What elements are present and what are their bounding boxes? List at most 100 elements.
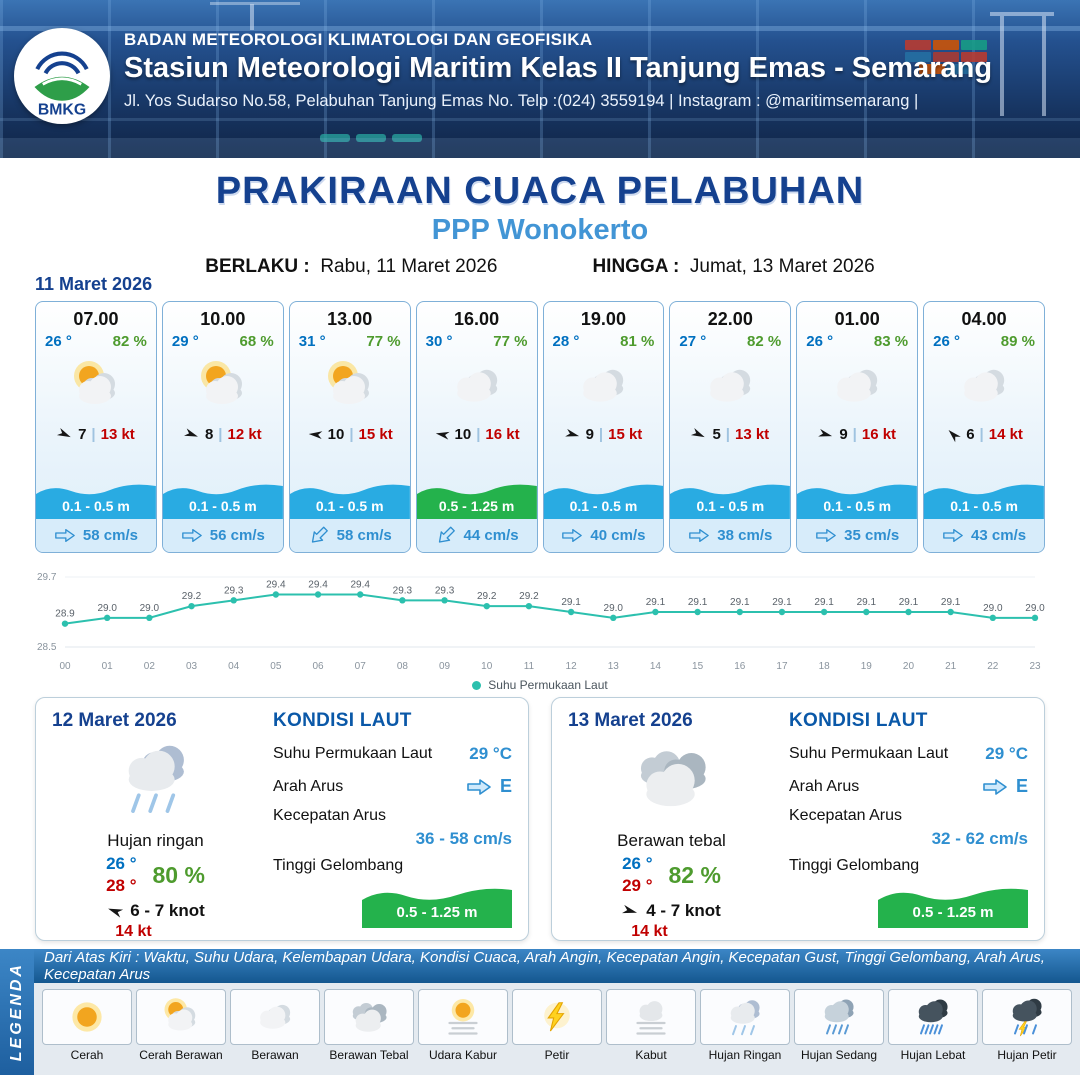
legend-item-label: Berawan Tebal <box>329 1048 409 1062</box>
card-wind: 10 | 15 kt <box>290 422 410 446</box>
station-address: Jl. Yos Sudarso No.58, Pelabuhan Tanjung… <box>124 92 919 110</box>
wind-speed: 10 <box>454 425 472 443</box>
wave-height-band: 0.5 - 1.25 m <box>362 882 512 928</box>
current-speed-value: 36 - 58 cm/s <box>415 829 512 848</box>
svg-text:16: 16 <box>734 661 746 672</box>
svg-text:28.9: 28.9 <box>55 609 75 620</box>
legend-item-label: Petir <box>544 1048 570 1062</box>
sea-conditions-title: KONDISI LAUT <box>273 710 412 731</box>
card-humidity: 68 % <box>239 333 274 350</box>
card-weather-icon <box>924 350 1044 422</box>
svg-text:29.1: 29.1 <box>730 597 750 608</box>
card-time: 22.00 <box>707 309 753 329</box>
hujan-sedang-icon <box>824 999 854 1035</box>
card-wind: 10 | 16 kt <box>417 422 537 446</box>
svg-text:29.2: 29.2 <box>519 591 539 602</box>
wave-height-band: 0.1 - 0.5 m <box>543 479 664 519</box>
wave-height-value: 0.5 - 1.25 m <box>912 904 994 921</box>
card-temperature: 27 ° <box>679 333 707 350</box>
current-direction-icon <box>561 528 583 543</box>
current-speed: 40 cm/s <box>590 527 646 544</box>
wind-gust: 15 kt <box>608 425 643 443</box>
svg-text:29.3: 29.3 <box>435 585 455 596</box>
daily-forecast-card: 13 Maret 2026 Berawan tebal 26 ° 29 ° 82… <box>551 697 1045 941</box>
legend-item-label: Hujan Sedang <box>800 1048 878 1062</box>
daily-temp-min: 26 ° <box>622 854 653 873</box>
wind-separator: | <box>725 425 730 443</box>
svg-text:29.0: 29.0 <box>983 603 1003 614</box>
page-title: PRAKIRAAN CUACA PELABUHAN <box>215 170 865 212</box>
legend-side-label: LEGENDA <box>8 962 25 1062</box>
svg-text:06: 06 <box>312 661 324 672</box>
svg-text:11: 11 <box>524 661 535 672</box>
harbor-illustration <box>0 0 1080 158</box>
svg-text:29.1: 29.1 <box>688 597 708 608</box>
berawan-tebal-icon <box>640 751 706 807</box>
hourly-forecast-section: 11 Maret 2026 07.00 26 ° 82 % 7 | 13 kt 0.1 - … <box>0 274 1080 553</box>
card-weather-icon <box>290 350 410 422</box>
card-wind: 6 | 14 kt <box>924 422 1044 446</box>
forecast-card-01.00: 01.00 26 ° 83 % 9 | 16 kt 0.1 - 0.5 m 35 cm/s <box>796 301 919 553</box>
port-name: PPP Wonokerto <box>431 214 649 246</box>
current-speed-label: Kecepatan Arus <box>273 807 386 824</box>
card-time: 19.00 <box>580 309 626 329</box>
chart-legend-label: Suhu Permukaan Laut <box>488 678 608 692</box>
wind-direction-icon <box>55 426 74 443</box>
card-temperature: 30 ° <box>425 333 453 350</box>
current-direction-icon <box>942 528 964 543</box>
current-direction-icon <box>306 522 332 548</box>
current-speed: 43 cm/s <box>971 527 1027 544</box>
current-direction-icon <box>815 528 837 543</box>
cerah-berawan-icon <box>73 361 115 404</box>
forecast-card-19.00: 19.00 28 ° 81 % 9 | 15 kt 0.1 - 0.5 m 40 cm/s <box>542 301 665 553</box>
legend-item-label: Udara Kabur <box>428 1048 498 1062</box>
legend-icon-box <box>418 989 508 1045</box>
wind-gust: 12 kt <box>227 425 262 443</box>
svg-text:08: 08 <box>397 661 409 672</box>
card-wind: 9 | 16 kt <box>797 422 917 446</box>
wind-speed: 5 <box>712 425 721 443</box>
svg-text:29.0: 29.0 <box>140 603 160 614</box>
current-speed: 56 cm/s <box>209 527 265 544</box>
current-speed: 44 cm/s <box>463 527 519 544</box>
agency-name: BADAN METEOROLOGI KLIMATOLOGI DAN GEOFIS… <box>124 30 593 49</box>
wave-height-value: 0.5 - 1.25 m <box>438 498 515 514</box>
card-weather-icon <box>36 350 156 422</box>
svg-text:29.7: 29.7 <box>37 572 57 583</box>
card-wind: 5 | 13 kt <box>670 422 790 446</box>
sst-chart-section: 29.7 28.5 28.9 00 29.0 01 29.0 02 29.2 03 29.3 04 29… <box>0 553 1080 692</box>
berawan-icon <box>710 369 751 402</box>
wind-speed: 10 <box>327 425 345 443</box>
card-current: 43 cm/s <box>924 519 1044 552</box>
legend-note: Dari Atas Kiri : Waktu, Suhu Udara, Kele… <box>34 949 1080 983</box>
berawan-icon <box>260 1004 291 1029</box>
current-direction-label: Arah Arus <box>273 777 344 795</box>
card-temperature: 26 ° <box>45 333 72 350</box>
wind-speed: 6 <box>966 425 975 443</box>
valid-to-value: Jumat, 13 Maret 2026 <box>689 256 875 277</box>
wave-height-band: 0.5 - 1.25 m <box>416 479 537 519</box>
sst-label: Suhu Permukaan Laut <box>789 745 949 762</box>
title-block: PRAKIRAAN CUACA PELABUHAN PPP Wonokerto … <box>0 158 1080 277</box>
svg-text:10: 10 <box>481 661 493 672</box>
daily-forecast-card: 12 Maret 2026 Hujan ringan 26 ° 28 ° 80 … <box>35 697 529 941</box>
cerah-berawan-icon <box>200 361 242 404</box>
valid-from-label: BERLAKU : <box>205 256 310 277</box>
validity-row: BERLAKU : Rabu, 11 Maret 2026 HINGGA : J… <box>0 256 1080 278</box>
current-direction-icon <box>432 522 458 548</box>
wind-gust: 13 kt <box>734 425 770 443</box>
wind-speed: 9 <box>585 425 594 443</box>
legend-item-label: Hujan Lebat <box>900 1048 966 1062</box>
card-time: 04.00 <box>961 309 1007 329</box>
wave-height-band: 0.1 - 0.5 m <box>162 479 283 519</box>
current-speed: 35 cm/s <box>844 527 900 544</box>
sst-chart: 29.7 28.5 28.9 00 29.0 01 29.0 02 29.2 03 29.3 04 29… <box>37 572 1045 672</box>
card-current: 38 cm/s <box>670 519 791 552</box>
svg-text:21: 21 <box>945 661 957 672</box>
current-speed-value: 32 - 62 cm/s <box>931 829 1028 848</box>
wind-direction-icon <box>183 426 202 442</box>
current-speed: 38 cm/s <box>717 527 773 544</box>
wave-height-value: 0.1 - 0.5 m <box>823 498 892 514</box>
svg-text:03: 03 <box>186 661 198 672</box>
svg-text:29.1: 29.1 <box>899 597 919 608</box>
